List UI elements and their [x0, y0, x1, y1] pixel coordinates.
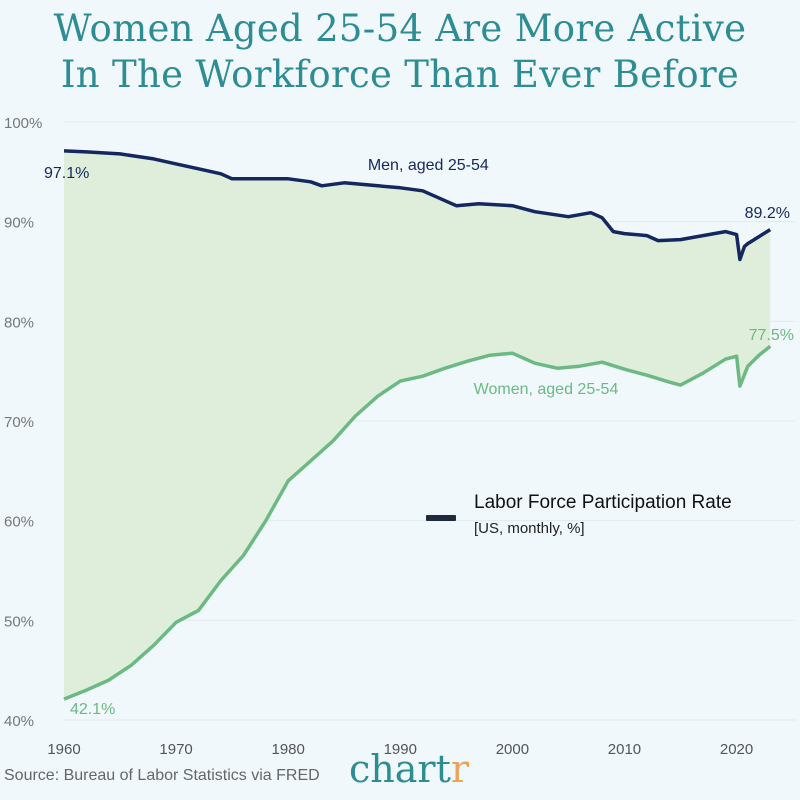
title-line-2: In The Workforce Than Ever Before: [60, 53, 740, 96]
brand-main: chart: [349, 747, 451, 791]
legend-swatch: [426, 515, 456, 521]
y-tick-label: 100%: [4, 115, 42, 132]
x-tick-label: 2020: [720, 741, 753, 758]
brand-logo: chartr: [349, 747, 469, 791]
women-end-label: 77.5%: [749, 327, 794, 344]
women-start-label: 42.1%: [70, 701, 115, 718]
fill-between-area: [64, 150, 771, 700]
x-tick-label: 1980: [272, 741, 305, 758]
men-series-line: [63, 149, 772, 262]
brand-accent: r: [450, 747, 470, 791]
legend-title: Labor Force Participation Rate: [474, 492, 732, 513]
women-series-line: [63, 344, 772, 701]
x-tick-label: 2000: [496, 741, 529, 758]
y-tick-label: 50%: [4, 613, 34, 630]
chart-title: Women Aged 25-54 Are More Active In The …: [0, 6, 800, 98]
men-series-annotation: Men, aged 25-54: [368, 157, 489, 174]
x-tick-label: 1960: [47, 741, 80, 758]
source-note: Source: Bureau of Labor Statistics via F…: [4, 767, 320, 784]
x-tick-label: 1990: [384, 741, 417, 758]
x-tick-label: 1970: [159, 741, 192, 758]
y-tick-label: 80%: [4, 314, 34, 331]
women-series-annotation: Women, aged 25-54: [474, 381, 619, 398]
y-tick-label: 70%: [4, 414, 34, 431]
legend-subtitle: [US, monthly, %]: [474, 520, 585, 537]
y-tick-label: 60%: [4, 514, 34, 531]
men-start-label: 97.1%: [44, 165, 89, 182]
y-tick-label: 90%: [4, 215, 34, 232]
men-end-label: 89.2%: [745, 205, 790, 222]
x-tick-label: 2010: [608, 741, 641, 758]
y-tick-label: 40%: [4, 713, 34, 730]
title-line-1: Women Aged 25-54 Are More Active: [53, 7, 747, 50]
